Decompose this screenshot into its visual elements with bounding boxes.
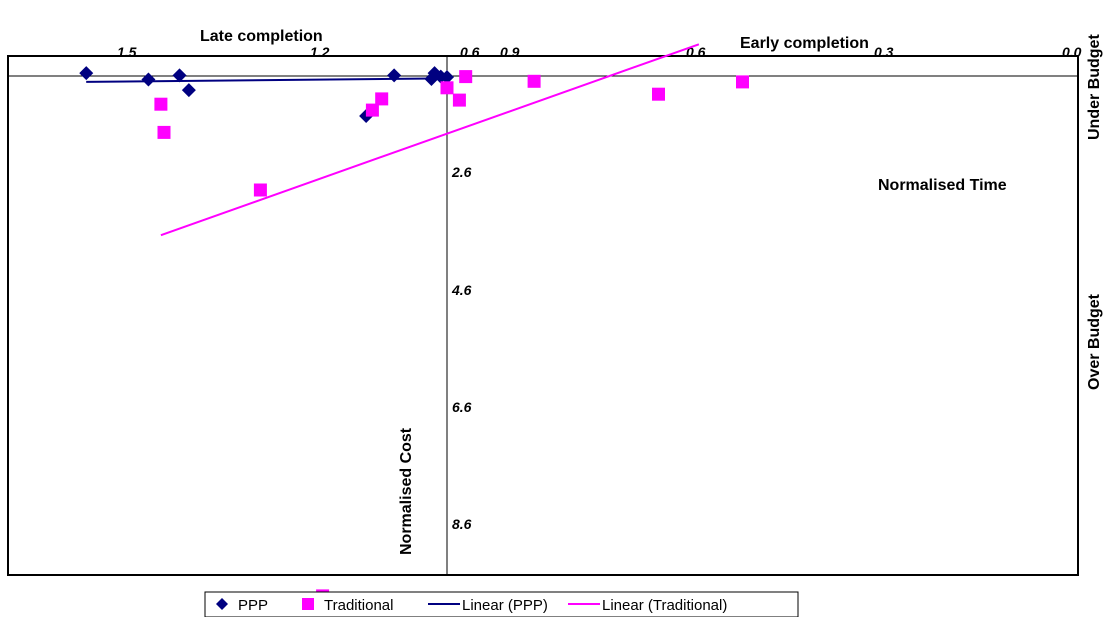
ppp-point [79,66,94,81]
late-completion-label-group: Late completion [196,22,354,48]
legend-label-ppp: PPP [238,597,268,614]
trendline-traditional [160,43,700,237]
traditional-point [154,97,168,111]
traditional-point [459,70,473,84]
traditional-point [527,74,541,88]
legend-marker-traditional [302,598,314,610]
y-tick-label: 8.6 [452,516,472,532]
x-tick-label: 0.6 [460,44,480,60]
legend-label-linear-traditional: Linear (Traditional) [602,597,727,614]
late-completion-label: Late completion [200,28,323,45]
legend: PPP Traditional Linear (PPP) Linear (Tra… [204,591,799,617]
traditional-point [157,125,171,139]
legend-label-traditional: Traditional [324,597,393,614]
traditional-point [253,183,267,197]
y-tick-label: 2.6 [451,164,472,180]
plot-frame [7,55,1079,576]
traditional-point [452,93,466,107]
x-tick-label: 0.9 [500,44,520,60]
x-tick-label: 1.2 [310,44,330,60]
ppp-point [141,72,156,87]
y-tick-label: 4.6 [451,282,472,298]
legend-marker-ppp [216,598,228,610]
over-budget-label: Over Budget [1086,293,1103,390]
data-points [79,66,749,603]
early-completion-label: Early completion [740,35,869,52]
x-tick-label: 0.3 [874,44,894,60]
legend-box [204,591,799,617]
traditional-point [375,92,389,106]
legend-label-linear-ppp: Linear (PPP) [462,597,548,614]
traditional-point [440,81,454,95]
x-tick-label: 1.5 [117,44,137,60]
y-tick-label: 6.6 [452,399,472,415]
under-budget-label: Under Budget [1086,34,1103,140]
ppp-point [387,68,402,83]
traditional-point [736,75,749,89]
ppp-point [440,70,454,85]
x-tick-label: 0.0 [1062,44,1082,60]
ppp-point [181,83,196,98]
ppp-point [172,68,187,83]
normalised-cost-label: Normalised Cost [398,427,415,555]
traditional-point [652,87,665,101]
traditional-point [365,103,379,117]
normalised-time-label: Normalised Time [878,177,1007,194]
